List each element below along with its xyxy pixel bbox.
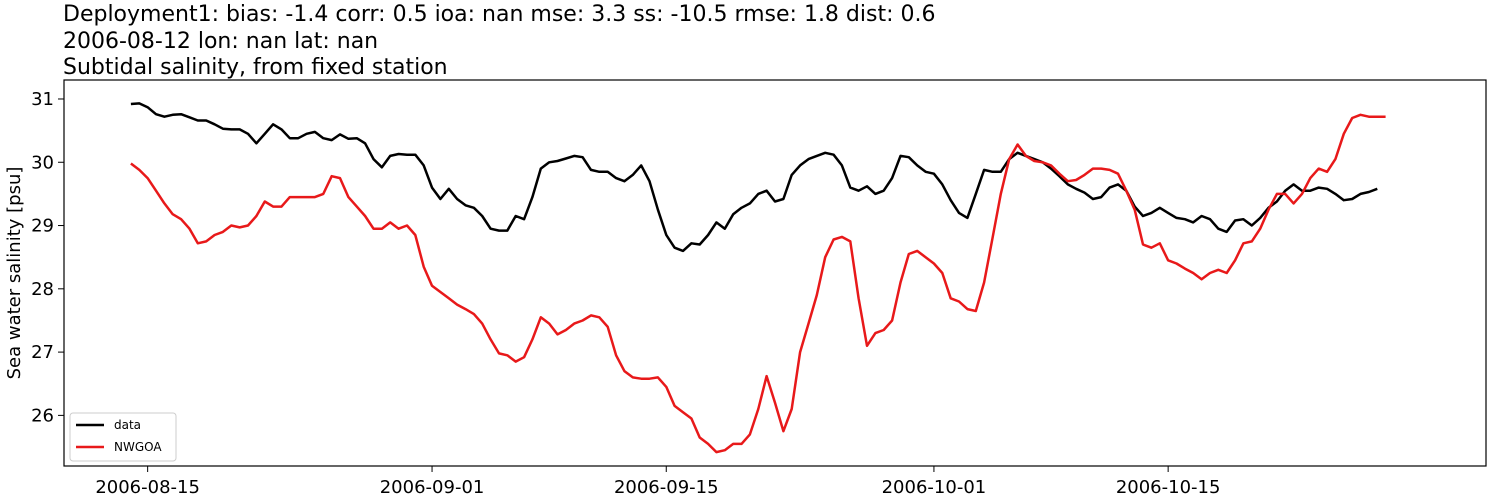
chart-title-line-2: 2006-08-12 lon: nan lat: nan: [63, 29, 379, 54]
y-tick-label: 31: [31, 89, 54, 110]
chart-title-line-1: Deployment1: bias: -1.4 corr: 0.5 ioa: n…: [63, 2, 936, 27]
x-tick-label: 2006-09-15: [614, 477, 719, 498]
y-axis-label: Sea water salinity [psu]: [4, 167, 25, 380]
chart-title-line-3: Subtidal salinity, from fixed station: [63, 55, 448, 80]
y-tick-label: 30: [31, 152, 54, 173]
y-tick-label: 26: [31, 405, 54, 426]
x-tick-label: 2006-09-01: [380, 477, 485, 498]
x-tick-label: 2006-08-15: [95, 477, 200, 498]
y-tick-label: 28: [31, 279, 54, 300]
x-tick-label: 2006-10-01: [882, 477, 987, 498]
y-tick-label: 29: [31, 216, 54, 237]
plot-frame: [63, 79, 1487, 467]
series-layer: [130, 102, 1386, 454]
x-tick-label: 2006-10-15: [1116, 477, 1221, 498]
legend: data NWGOA: [69, 412, 177, 462]
legend-label-data: data: [114, 418, 141, 432]
y-axis: 26 27 28 29 30 31: [31, 89, 64, 426]
series-line-nwgoa: [130, 113, 1386, 454]
x-axis: 2006-08-15 2006-09-01 2006-09-15 2006-10-01…: [95, 466, 1220, 498]
legend-label-nwgoa: NWGOA: [114, 440, 162, 454]
series-line-data: [130, 102, 1378, 253]
y-tick-label: 27: [31, 342, 54, 363]
